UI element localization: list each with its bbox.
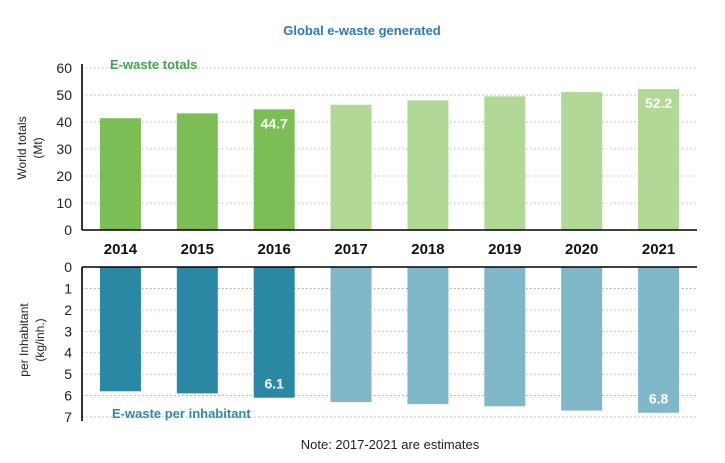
bottom-bar [253, 267, 295, 398]
top-panel: 0 10 20 30 40 50 60 44.7 52.2 [56, 60, 697, 238]
bottom-y-tick-label: 5 [64, 366, 72, 382]
bottom-y-axis-unit: (kg/inh.) [33, 318, 47, 361]
bottom-y-tick-label: 6 [64, 388, 72, 404]
category-labels: 2014 2015 2016 2017 2018 2019 2020 2021 [104, 241, 676, 258]
top-bar [253, 109, 295, 230]
top-y-tick-label: 30 [56, 141, 72, 157]
bottom-y-axis-title: per Inhabitant [17, 303, 31, 377]
x-category-label: 2020 [565, 241, 598, 258]
bottom-bar [638, 267, 680, 413]
bottom-y-tick-label: 7 [64, 409, 72, 425]
top-bar-data-label: 44.7 [261, 115, 288, 131]
bottom-bar [407, 267, 449, 405]
top-y-axis-unit: (Mt) [31, 137, 45, 158]
top-bar [561, 92, 603, 230]
bottom-bar [99, 267, 141, 392]
x-category-label: 2014 [104, 241, 138, 258]
bottom-bar [176, 267, 218, 394]
top-y-tick-label: 20 [56, 168, 72, 184]
top-y-tick-label: 50 [56, 87, 72, 103]
top-bar [176, 113, 218, 230]
top-bar [99, 118, 141, 230]
x-category-label: 2019 [488, 241, 521, 258]
bottom-y-tick-label: 1 [64, 280, 72, 296]
top-bar [330, 104, 372, 230]
top-bar [484, 96, 526, 230]
chart-title: Global e-waste generated [283, 23, 441, 38]
bottom-series-label: E-waste per inhabitant [112, 406, 251, 421]
x-category-label: 2017 [334, 241, 367, 258]
top-y-tick-label: 10 [56, 195, 72, 211]
top-bar-data-label: 52.2 [645, 95, 672, 111]
bottom-y-tick-label: 0 [64, 259, 72, 275]
bottom-bar [484, 267, 526, 407]
top-series-label: E-waste totals [110, 57, 197, 72]
x-category-label: 2015 [181, 241, 214, 258]
bottom-y-tick-label: 2 [64, 302, 72, 318]
bottom-panel: 0 1 2 3 4 5 6 7 6.1 6.8 [64, 259, 697, 425]
bottom-y-tick-label: 3 [64, 323, 72, 339]
bottom-bar-data-label: 6.1 [264, 376, 284, 392]
chart-note: Note: 2017-2021 are estimates [301, 437, 480, 452]
top-y-tick-label: 60 [56, 60, 72, 76]
top-y-axis-title: World totals [15, 116, 29, 179]
x-category-label: 2018 [411, 241, 444, 258]
bottom-bar-data-label: 6.8 [649, 391, 669, 407]
x-category-label: 2021 [642, 241, 675, 258]
top-y-tick-label: 40 [56, 114, 72, 130]
x-category-label: 2016 [258, 241, 291, 258]
bottom-bar [330, 267, 372, 402]
top-bar [407, 100, 449, 231]
bottom-bar [561, 267, 603, 411]
top-y-tick-label: 0 [64, 222, 72, 238]
bottom-y-tick-label: 4 [64, 345, 72, 361]
top-bar [638, 89, 680, 230]
